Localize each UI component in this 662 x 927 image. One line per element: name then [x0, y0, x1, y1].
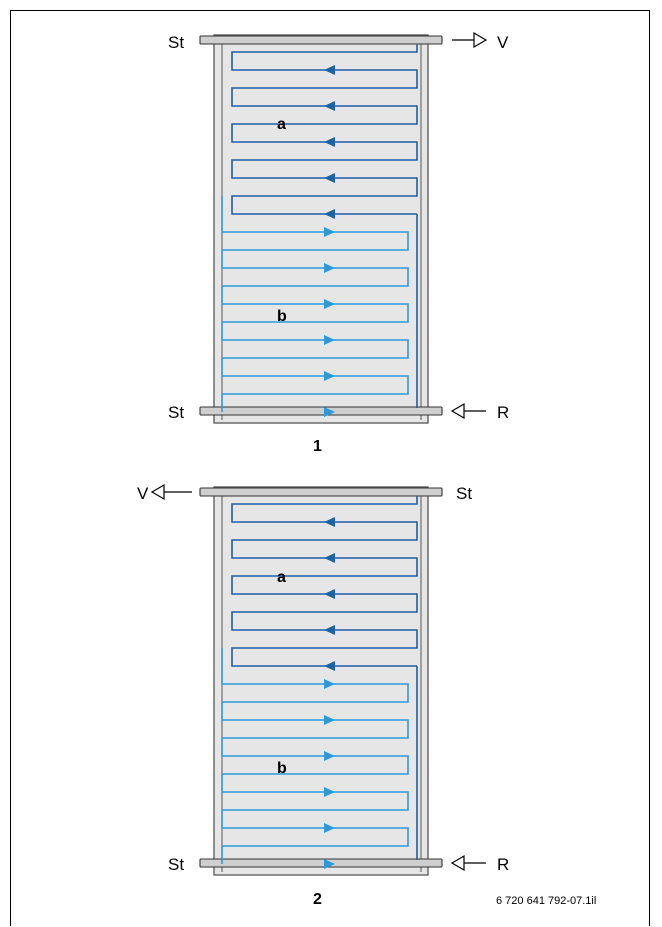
r-label: R	[497, 403, 509, 422]
flow-arrow-b	[324, 263, 335, 273]
st-label-bottom: St	[168, 403, 184, 422]
bottom-header-pipe	[199, 406, 443, 416]
flow-arrow-b	[324, 751, 335, 761]
flow-arrow-b	[324, 859, 335, 869]
collector-panel	[213, 34, 429, 424]
flow-arrow-b	[324, 227, 335, 237]
flow-arrow-a	[324, 101, 335, 111]
flow-arrow-a	[324, 137, 335, 147]
circuit-b-path	[221, 648, 409, 864]
r-inlet-arrow-head	[450, 402, 465, 420]
bottom-header-pipe	[199, 858, 443, 868]
circuit-b-label: b	[277, 760, 287, 777]
flow-arrow-b	[324, 787, 335, 797]
flow-arrow-a	[324, 209, 335, 219]
top-header-pipe	[199, 35, 443, 45]
v-outlet-arrow-head	[473, 31, 488, 49]
v-label: V	[137, 484, 149, 503]
st-label-top: St	[456, 484, 472, 503]
v-outlet-arrow-head	[150, 483, 165, 501]
circuit-a-label: a	[277, 569, 286, 586]
flow-arrow-b	[324, 335, 335, 345]
flow-arrow-b	[324, 715, 335, 725]
figure-code: 6 720 641 792-07.1il	[496, 895, 596, 907]
flow-arrow-a	[324, 553, 335, 563]
r-label: R	[497, 855, 509, 874]
flow-arrow-a	[324, 65, 335, 75]
r-inlet-arrow-head	[450, 854, 465, 872]
diagram-number: 1	[313, 438, 322, 455]
circuit-a-label: a	[277, 116, 286, 133]
collector-panel	[213, 486, 429, 876]
v-label: V	[497, 33, 509, 52]
flow-arrow-b	[324, 823, 335, 833]
diagram-number: 2	[313, 891, 322, 908]
flow-arrow-a	[324, 589, 335, 599]
diagram-2	[150, 483, 486, 876]
flow-arrow-a	[324, 173, 335, 183]
flow-arrow-a	[324, 661, 335, 671]
flow-arrow-b	[324, 679, 335, 689]
circuit-b-label: b	[277, 308, 287, 325]
st-label-top: St	[168, 33, 184, 52]
flow-arrow-b	[324, 407, 335, 417]
st-label-bottom: St	[168, 855, 184, 874]
flow-arrow-a	[324, 517, 335, 527]
circuit-b-path	[221, 196, 409, 412]
flow-arrow-b	[324, 299, 335, 309]
flow-arrow-b	[324, 371, 335, 381]
diagram-1	[199, 31, 488, 424]
top-header-pipe	[199, 487, 443, 497]
flow-arrow-a	[324, 625, 335, 635]
